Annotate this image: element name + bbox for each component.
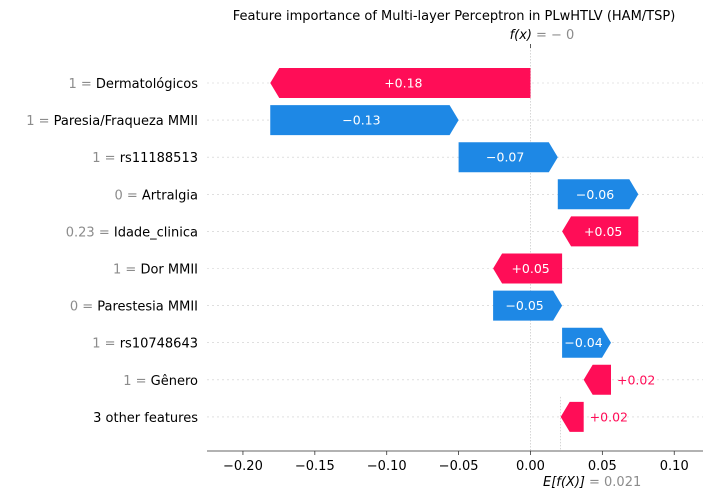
bar-9	[583, 364, 611, 395]
bar-3	[458, 142, 558, 173]
feature-name: Gênero	[151, 374, 198, 389]
bar-1	[270, 68, 531, 98]
feature-label: 0.23 = Idade_clinica	[66, 225, 198, 240]
bars: +0.18 −0.13 −0.07 −0.06 +0.05 +0.05 −0.05 −0.04…	[270, 68, 655, 432]
feature-value: 1 =	[92, 337, 119, 352]
x-tick-label: −0.20	[223, 459, 263, 474]
feature-label: 1 = Dermatológicos	[68, 77, 198, 92]
bar-value-label: +0.18	[384, 76, 422, 91]
bar-value-label: −0.07	[486, 150, 524, 165]
bar-10	[560, 401, 584, 432]
chart-title: Feature importance of Multi-layer Percep…	[233, 9, 676, 24]
feature-name: 3 other features	[93, 411, 198, 426]
feature-name: Parestesia MMII	[97, 300, 198, 315]
feature-label: 0 = Artralgia	[114, 188, 198, 203]
bar-value-label: −0.06	[576, 187, 614, 202]
bar-7	[493, 290, 563, 321]
x-tick-label: −0.15	[295, 459, 335, 474]
fx-label: f(x)	[510, 28, 532, 43]
feature-label: 1 = Paresia/Fraqueza MMII	[26, 114, 198, 129]
feature-label: 1 = Dor MMII	[113, 263, 198, 278]
feature-value: 1 =	[68, 77, 95, 92]
x-tick-label: 0.00	[516, 459, 545, 474]
feature-value: 1 =	[92, 151, 119, 166]
feature-name: Idade_clinica	[114, 225, 198, 240]
feature-label: 1 = rs10748643	[92, 337, 198, 352]
feature-label: 0 = Parestesia MMII	[70, 300, 198, 315]
feature-name: Paresia/Fraqueza MMII	[54, 114, 198, 129]
feature-label: 1 = rs11188513	[92, 151, 198, 166]
efx-value: = 0.021	[589, 475, 641, 490]
bar-8	[562, 327, 611, 358]
x-tick-label: 0.05	[588, 459, 617, 474]
bar-value-label: +0.02	[590, 409, 628, 424]
feature-name: Dermatológicos	[96, 77, 198, 92]
feature-label: 3 other features	[93, 411, 198, 426]
x-tick-label: 0.10	[660, 459, 689, 474]
fx-value: = − 0	[536, 28, 574, 43]
feature-value: 1 =	[113, 263, 140, 278]
reference-lines	[530, 44, 561, 451]
bar-value-label: −0.13	[342, 113, 380, 128]
x-tick-label: −0.05	[439, 459, 479, 474]
feature-name: rs11188513	[120, 151, 198, 166]
feature-value: 1 =	[123, 374, 150, 389]
feature-name: Dor MMII	[140, 263, 198, 278]
bar-5	[562, 216, 639, 247]
feature-value: 0 =	[114, 188, 141, 203]
efx-label: E[f(X)]	[543, 475, 585, 490]
bar-value-label: +0.05	[511, 261, 549, 276]
feature-value: 0.23 =	[66, 225, 114, 240]
feature-name: rs10748643	[120, 337, 198, 352]
feature-label: 1 = Gênero	[123, 374, 198, 389]
x-axis: −0.20 −0.15 −0.10 −0.05 0.00 0.05 0.10	[207, 44, 703, 474]
feature-value: 0 =	[70, 300, 97, 315]
bar-6	[493, 253, 563, 284]
bar-value-label: +0.02	[617, 372, 655, 387]
bar-4	[557, 179, 639, 210]
bar-value-label: −0.05	[505, 298, 543, 313]
feature-name: Artralgia	[142, 188, 198, 203]
bar-value-label: −0.04	[564, 335, 602, 350]
bar-2	[270, 105, 459, 136]
bar-value-label: +0.05	[584, 224, 622, 239]
x-tick-label: −0.10	[367, 459, 407, 474]
feature-value: 1 =	[26, 114, 53, 129]
